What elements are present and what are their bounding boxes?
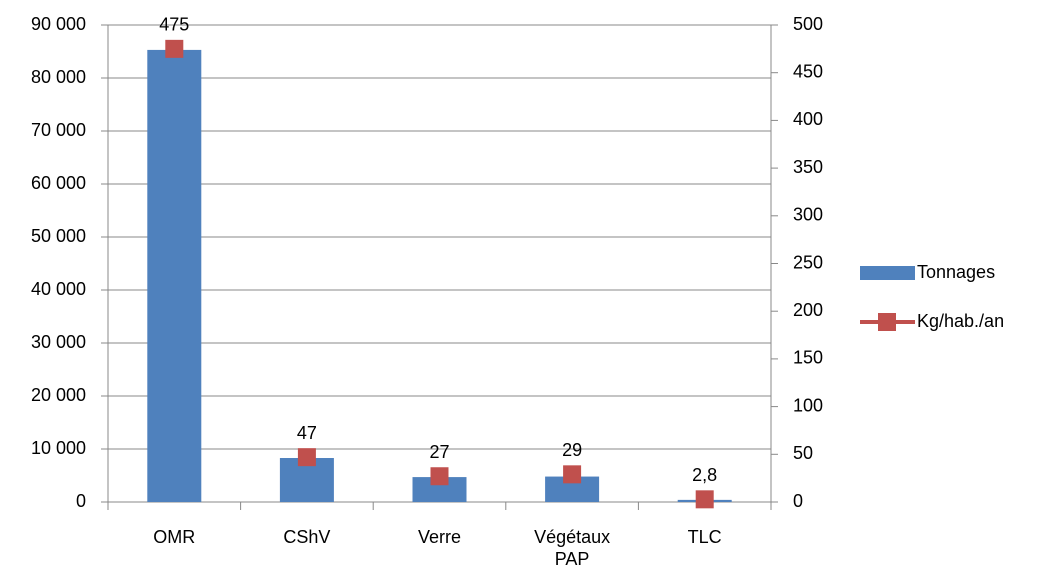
x-tick-label: CShV	[283, 527, 331, 547]
data-label: 475	[159, 15, 189, 35]
y-tick-label: 90 000	[31, 14, 86, 34]
y-tick-label: 60 000	[31, 173, 86, 193]
y-tick-label: 0	[76, 491, 86, 511]
data-label: 29	[562, 440, 582, 460]
bar	[147, 49, 202, 502]
y2-tick-label: 100	[793, 395, 823, 415]
x-tick-label: TLC	[687, 527, 722, 547]
y-tick-label: 20 000	[31, 385, 86, 405]
legend-label: Kg/hab./an	[917, 311, 1004, 331]
y-tick-label: 70 000	[31, 120, 86, 140]
y-tick-label: 40 000	[31, 279, 86, 299]
data-label: 2,8	[692, 465, 717, 485]
y2-tick-label: 400	[793, 109, 823, 129]
marker	[563, 465, 582, 484]
marker	[695, 490, 714, 509]
y-tick-label: 50 000	[31, 226, 86, 246]
marker	[430, 467, 449, 486]
y2-tick-label: 350	[793, 157, 823, 177]
marker	[165, 39, 184, 58]
y2-tick-label: 200	[793, 300, 823, 320]
y2-tick-label: 450	[793, 61, 823, 81]
y2-tick-label: 50	[793, 443, 813, 463]
x-tick-label: Verre	[417, 527, 462, 547]
y-tick-label: 30 000	[31, 332, 86, 352]
data-label: 27	[429, 442, 449, 462]
y2-tick-label: 300	[793, 205, 823, 225]
legend-label: Tonnages	[917, 262, 995, 282]
legend-swatch	[860, 266, 915, 280]
data-label: 47	[297, 423, 317, 443]
y2-tick-label: 150	[793, 348, 823, 368]
y2-tick-label: 500	[793, 14, 823, 34]
x-tick-label: OMR	[153, 527, 196, 547]
y-tick-label: 80 000	[31, 67, 86, 87]
legend-marker	[878, 313, 896, 331]
marker	[297, 448, 316, 467]
y2-tick-label: 0	[793, 491, 803, 511]
x-tick-label: Végétaux PAP	[534, 527, 611, 569]
y2-tick-label: 250	[793, 252, 823, 272]
y-tick-label: 10 000	[31, 438, 86, 458]
